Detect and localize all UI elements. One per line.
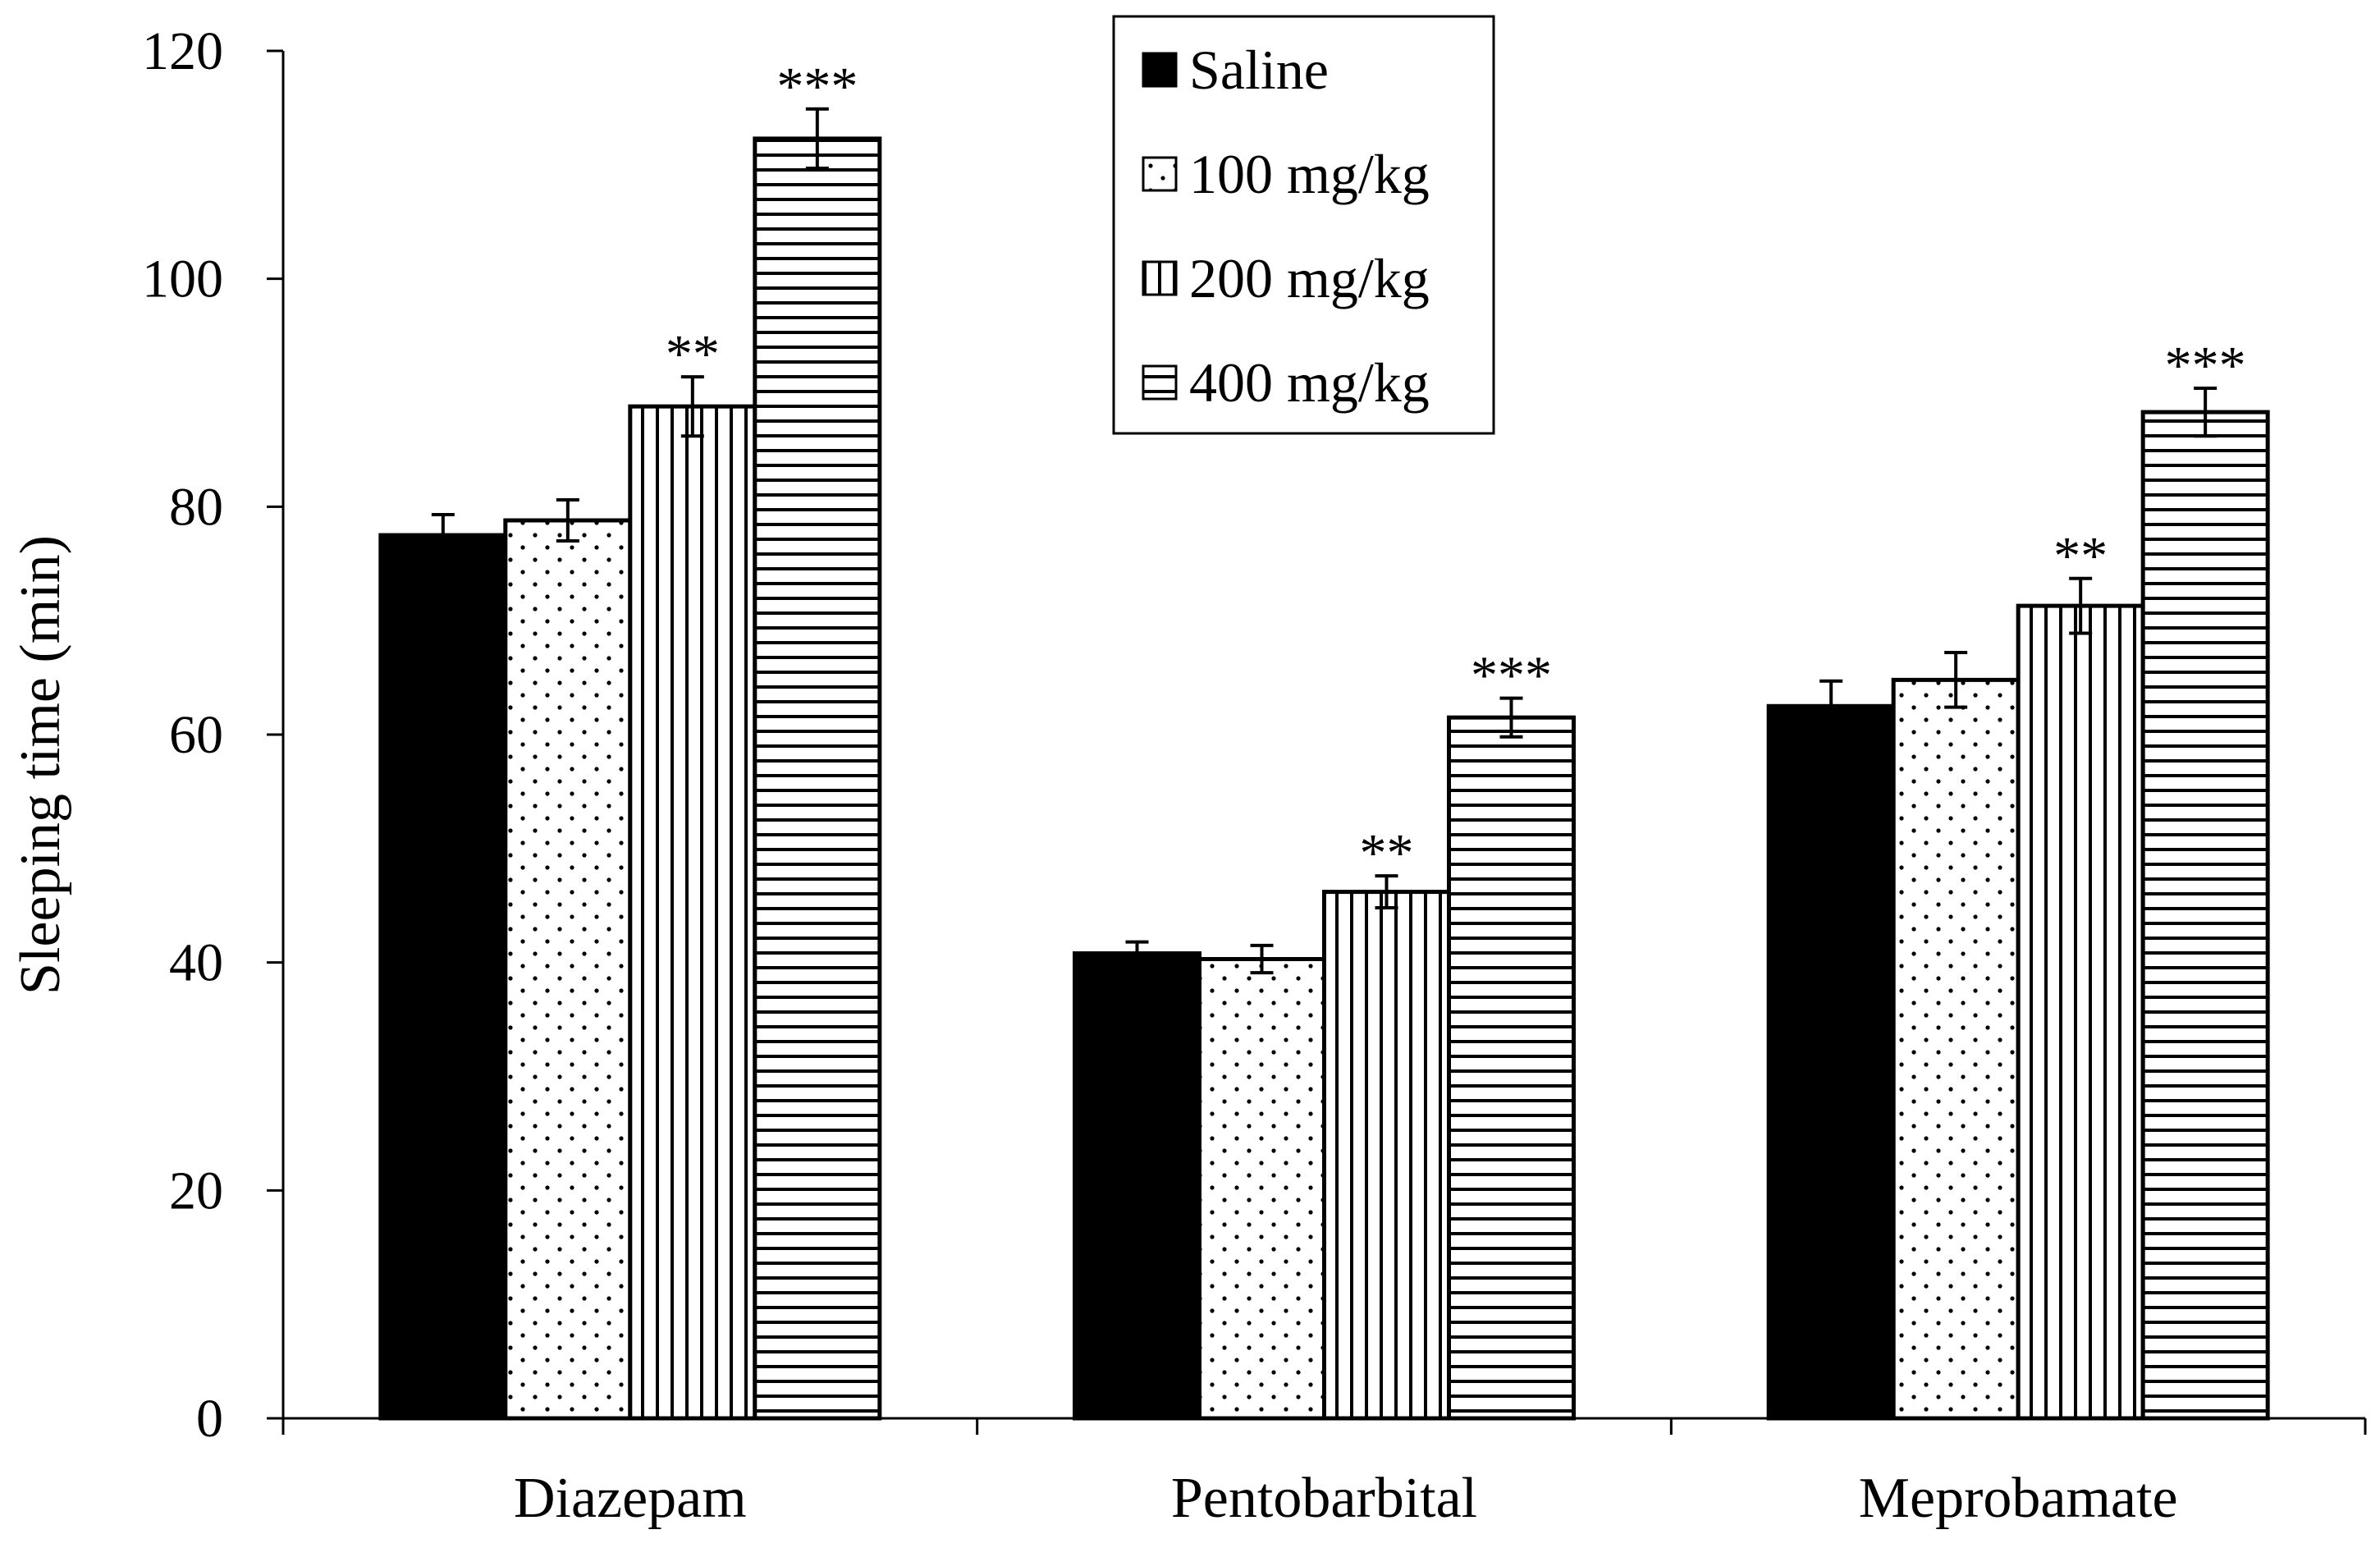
significance-marker: ** (2053, 526, 2108, 586)
y-tick-label: 80 (169, 477, 223, 537)
significance-marker: ** (1360, 823, 1414, 883)
bar (1891, 677, 2021, 1421)
significance-markers: *************** (666, 57, 2246, 883)
bar (1766, 703, 1896, 1421)
bar (2140, 410, 2270, 1421)
bar (753, 136, 882, 1421)
y-tick-label: 100 (142, 250, 223, 309)
category-label: Pentobarbital (1171, 1467, 1477, 1530)
y-tick-label: 20 (169, 1161, 223, 1221)
bar (503, 518, 633, 1421)
legend-label: Saline (1189, 39, 1329, 101)
legend-label: 200 mg/kg (1189, 247, 1430, 309)
category-labels: Diazepam Pentobarbital Meprobamate (514, 1467, 2178, 1530)
legend-swatch (1142, 364, 1178, 401)
bar (1197, 957, 1326, 1421)
significance-marker: *** (776, 57, 858, 117)
bar (1447, 715, 1576, 1421)
legend-swatch (1142, 260, 1178, 296)
significance-marker: ** (666, 324, 720, 384)
y-tick-label: 0 (196, 1389, 223, 1449)
bar (2016, 603, 2145, 1421)
category-label: Meprobamate (1859, 1467, 2178, 1530)
legend-label: 100 mg/kg (1189, 143, 1430, 205)
y-axis-title: Sleeping time (min) (9, 535, 72, 995)
bars (378, 136, 2270, 1421)
y-tick-label: 120 (142, 21, 223, 81)
bar (628, 404, 757, 1421)
significance-marker: *** (1471, 646, 1552, 706)
y-tick-label: 60 (169, 705, 223, 765)
axes: 0 20 40 60 80 100 120 (142, 21, 2367, 1449)
category-label: Diazepam (514, 1467, 747, 1530)
y-tick-label: 40 (169, 933, 223, 993)
bar (1073, 951, 1201, 1421)
bar (378, 533, 508, 1421)
legend-label: 400 mg/kg (1189, 351, 1430, 414)
error-bars (431, 107, 2218, 975)
legend-swatch (1142, 52, 1178, 88)
bar (1322, 890, 1451, 1421)
legend-swatch (1142, 156, 1178, 192)
significance-marker: *** (2165, 336, 2246, 396)
legend: Saline 100 mg/kg 200 mg/kg 400 mg/kg (1112, 15, 1495, 435)
